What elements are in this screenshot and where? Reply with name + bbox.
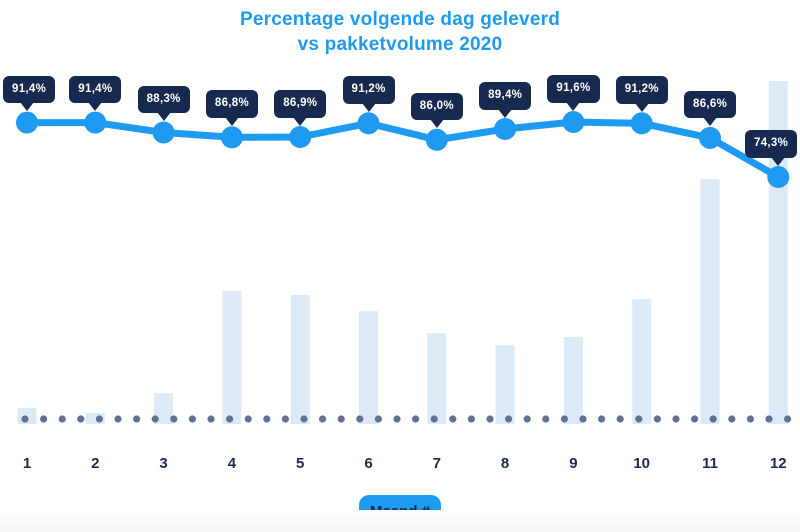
baseline-dot: [133, 415, 141, 423]
line-marker: [16, 111, 38, 134]
baseline-dot: [486, 415, 494, 423]
baseline-dot: [467, 415, 475, 423]
chart-title-line1: Percentage volgende dag geleverd: [239, 9, 560, 30]
baseline-dot: [95, 415, 103, 423]
line-marker: [84, 111, 107, 134]
baseline-dot: [319, 415, 327, 423]
volume-bar: [563, 336, 583, 424]
line-marker: [562, 111, 585, 133]
baseline-dot: [77, 415, 85, 423]
line-marker: [289, 126, 312, 148]
line-marker: [357, 112, 380, 135]
baseline-dot: [393, 415, 401, 423]
line-marker: [630, 112, 653, 135]
baseline-dot: [542, 415, 550, 423]
delivery-line: [23, 118, 782, 181]
baseline-dot: [598, 415, 606, 423]
baseline-dot: [114, 415, 122, 423]
baseline-dot: [616, 415, 624, 423]
baseline-dot: [374, 415, 382, 423]
baseline-dot: [281, 415, 289, 423]
baseline-dot: [430, 415, 438, 423]
baseline-dot: [40, 415, 48, 423]
baseline-dot: [263, 415, 271, 423]
line-marker: [699, 126, 721, 149]
line-marker: [152, 121, 175, 144]
volume-bar: [495, 345, 515, 424]
baseline-dot: [579, 415, 587, 423]
baseline-dot: [170, 415, 178, 423]
volume-bar: [290, 295, 310, 424]
volume-bar: [85, 413, 105, 424]
baseline-dot: [635, 415, 643, 423]
baseline-dot: [356, 415, 364, 423]
volume-bar: [222, 290, 242, 424]
baseline-dot: [746, 415, 755, 423]
baseline-dot: [412, 415, 420, 423]
baseline-dot: [523, 415, 531, 423]
baseline-dot: [151, 415, 159, 423]
baseline-dot: [653, 415, 662, 423]
volume-bar: [700, 179, 720, 424]
baseline-dot: [300, 415, 308, 423]
baseline-dot: [709, 415, 717, 423]
baseline-dot: [728, 415, 736, 423]
line-marker: [425, 128, 448, 151]
baseline-dot: [691, 415, 699, 423]
baseline-dot: [505, 415, 513, 423]
baseline-dot: [188, 415, 196, 423]
x-axis-title-chip: Maand #: [359, 495, 441, 527]
baseline-dot: [226, 415, 234, 423]
baseline-dot: [449, 415, 457, 423]
line-marker: [220, 126, 243, 149]
baseline-dot: [672, 415, 680, 423]
baseline-dot: [560, 415, 569, 423]
line-marker: [767, 166, 790, 188]
baseline-dot: [58, 415, 66, 423]
baseline-dot: [337, 415, 345, 423]
baseline-dot: [784, 415, 792, 423]
volume-bar: [154, 393, 174, 424]
baseline-dot: [765, 415, 773, 423]
baseline-dot: [207, 415, 215, 423]
line-marker: [494, 118, 517, 140]
volume-bar: [768, 81, 788, 424]
volume-bar: [632, 299, 652, 424]
baseline-dot: [244, 415, 252, 423]
chart-title: Percentage volgende dag geleverd vs pakk…: [0, 7, 800, 57]
baseline-dot: [21, 415, 29, 423]
volume-bar: [359, 311, 378, 424]
chart-title-line2: vs pakketvolume 2020: [297, 34, 503, 55]
volume-bar: [427, 333, 447, 424]
